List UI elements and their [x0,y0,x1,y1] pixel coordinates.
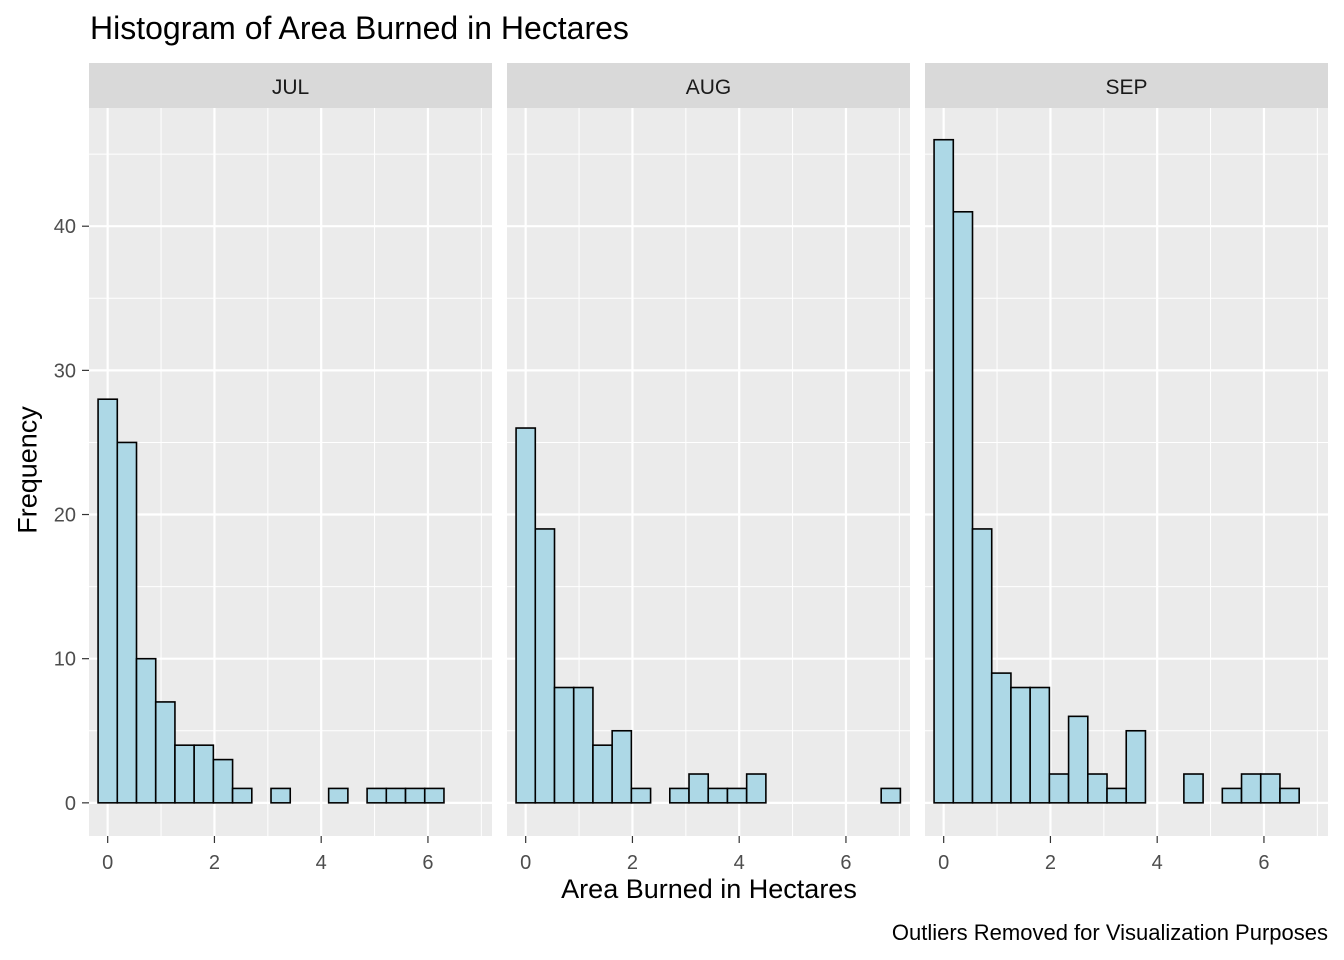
histogram-bar [1067,715,1089,804]
histogram-bar [366,787,388,804]
y-tick-label: 40 [54,216,76,238]
x-tick-label: 4 [734,852,745,874]
histogram-bar [534,528,556,804]
facet-strip [89,63,492,108]
y-tick-label: 10 [54,649,76,671]
chart-title: Histogram of Area Burned in Hectares [90,10,629,46]
histogram-bar [707,787,729,804]
y-tick-label: 0 [65,793,76,815]
histogram-bar [669,787,690,804]
y-axis-label: Frequency [12,406,43,534]
histogram-bar [154,701,176,804]
histogram-bar [212,758,234,804]
x-tick-label: 2 [627,852,638,874]
facet-strip [925,63,1328,108]
facet-strip-label: SEP [1105,76,1147,99]
histogram-bar [97,398,119,804]
histogram-bar [174,744,195,804]
y-tick-label: 20 [54,505,76,527]
histogram-bar [1279,787,1300,804]
histogram-bar [1029,686,1051,804]
histogram-bar [952,210,974,804]
x-tick-label: 2 [209,852,220,874]
histogram-bar [1125,729,1147,804]
x-tick-label: 0 [102,852,113,874]
facet-strip-label: JUL [272,76,309,99]
facet-strip-label: AUG [686,76,732,99]
histogram-bar [327,787,349,804]
chart-caption: Outliers Removed for Visualization Purpo… [891,920,1328,945]
x-axis-label: Area Burned in Hectares [561,874,857,904]
y-tick-label: 30 [54,360,76,382]
x-tick-label: 6 [840,852,851,874]
histogram-bar [611,729,633,804]
x-tick-label: 2 [1045,852,1056,874]
x-tick-label: 0 [520,852,531,874]
histogram-bar [385,787,407,804]
x-tick-label: 4 [316,852,327,874]
histogram-bar [1048,773,1070,804]
histogram-bar [404,787,426,804]
histogram-bar [688,773,710,804]
histogram-bar [1087,773,1108,804]
x-tick-label: 6 [1258,852,1269,874]
histogram-bar [231,787,253,804]
x-tick-label: 4 [1152,852,1163,874]
histogram-bar [971,528,993,804]
histogram-bar [990,672,1012,804]
histogram-bar [1240,773,1262,804]
histogram-bar [1221,787,1243,804]
histogram-bar [515,427,537,804]
histogram-bar [193,744,215,804]
histogram-bar [592,744,613,804]
facet-strip [507,63,910,108]
histogram-bar [553,686,575,804]
histogram-bar [1259,773,1281,804]
histogram-bar [423,787,445,804]
histogram-bar [1010,686,1031,804]
histogram-bar [745,773,767,804]
x-tick-label: 6 [422,852,433,874]
histogram-bar [572,686,594,804]
histogram-bar [880,787,902,804]
histogram-bar [135,657,157,804]
histogram-bar [933,138,955,804]
histogram-bar [1183,773,1204,804]
histogram-bar [116,441,138,804]
histogram-bar [270,787,292,804]
histogram-bar [1106,787,1128,804]
x-tick-label: 0 [938,852,949,874]
histogram-bar [726,787,748,804]
histogram-bar [630,787,652,804]
